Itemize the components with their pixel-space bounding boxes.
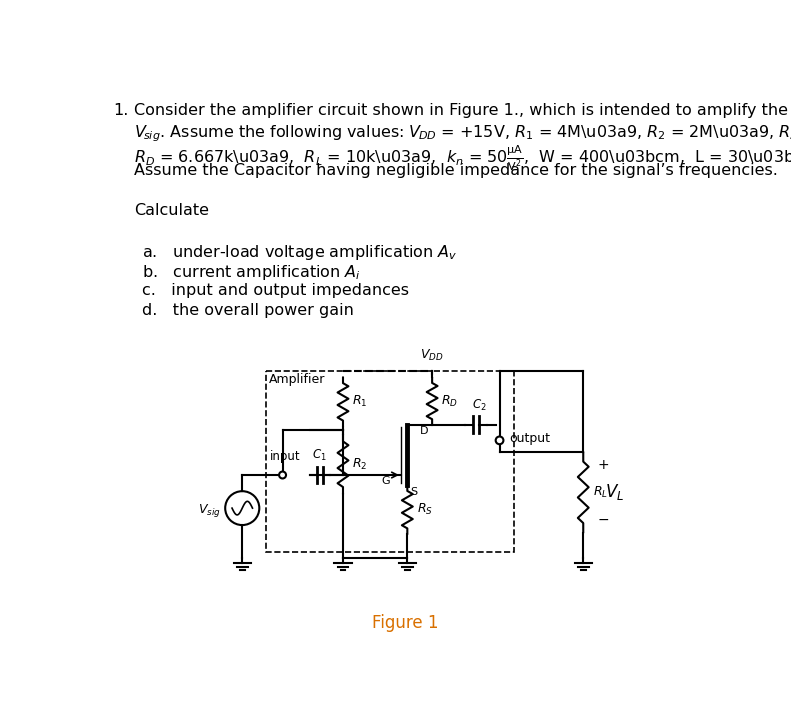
Text: b.   current amplification $A_i$: b. current amplification $A_i$ — [142, 264, 360, 282]
Text: $V_{sig}$: $V_{sig}$ — [198, 502, 221, 519]
Text: input: input — [271, 449, 301, 462]
Text: $V_L$: $V_L$ — [605, 482, 624, 503]
Text: $V_{\!sig}$. Assume the following values: $V_{\!DD}$ = +15V, $R_1$ = 4M\u03a9, $: $V_{\!sig}$. Assume the following values… — [134, 123, 791, 144]
Text: $C_2$: $C_2$ — [472, 398, 486, 414]
Text: D: D — [420, 426, 428, 437]
Text: 1.: 1. — [113, 103, 128, 118]
Text: $V_{DD}$: $V_{DD}$ — [420, 348, 444, 363]
Circle shape — [496, 437, 503, 444]
Text: $R_1$: $R_1$ — [352, 394, 368, 409]
Circle shape — [279, 472, 286, 478]
Text: G: G — [381, 476, 390, 486]
Text: Figure 1: Figure 1 — [372, 614, 438, 632]
Text: c.   input and output impedances: c. input and output impedances — [142, 284, 408, 298]
Text: output: output — [509, 432, 550, 445]
Text: Calculate: Calculate — [134, 203, 209, 218]
Text: $R_2$: $R_2$ — [352, 457, 368, 472]
Text: $C_1$: $C_1$ — [312, 448, 327, 463]
Bar — [266, 371, 513, 552]
Text: Consider the amplifier circuit shown in Figure 1., which is intended to amplify : Consider the amplifier circuit shown in … — [134, 103, 791, 118]
Text: $R_S$: $R_S$ — [417, 502, 433, 517]
Text: $R_L$: $R_L$ — [592, 485, 607, 500]
Text: a.   under-load voltage amplification $A_v$: a. under-load voltage amplification $A_v… — [142, 243, 457, 262]
Text: $R_D$ = 6.667k\u03a9,  $R_L$ = 10k\u03a9,  $k_n$ = 50$\mathregular{\frac{\mu A}{: $R_D$ = 6.667k\u03a9, $R_L$ = 10k\u03a9,… — [134, 143, 791, 173]
Text: d.   the overall power gain: d. the overall power gain — [142, 303, 354, 318]
Text: Assume the Capacitor having negligible impedance for the signal’s frequencies.: Assume the Capacitor having negligible i… — [134, 163, 778, 178]
Text: Amplifier: Amplifier — [269, 373, 325, 386]
Text: +: + — [597, 458, 609, 472]
Text: S: S — [411, 487, 418, 497]
Text: $R_D$: $R_D$ — [441, 393, 459, 409]
Text: −: − — [597, 513, 609, 526]
